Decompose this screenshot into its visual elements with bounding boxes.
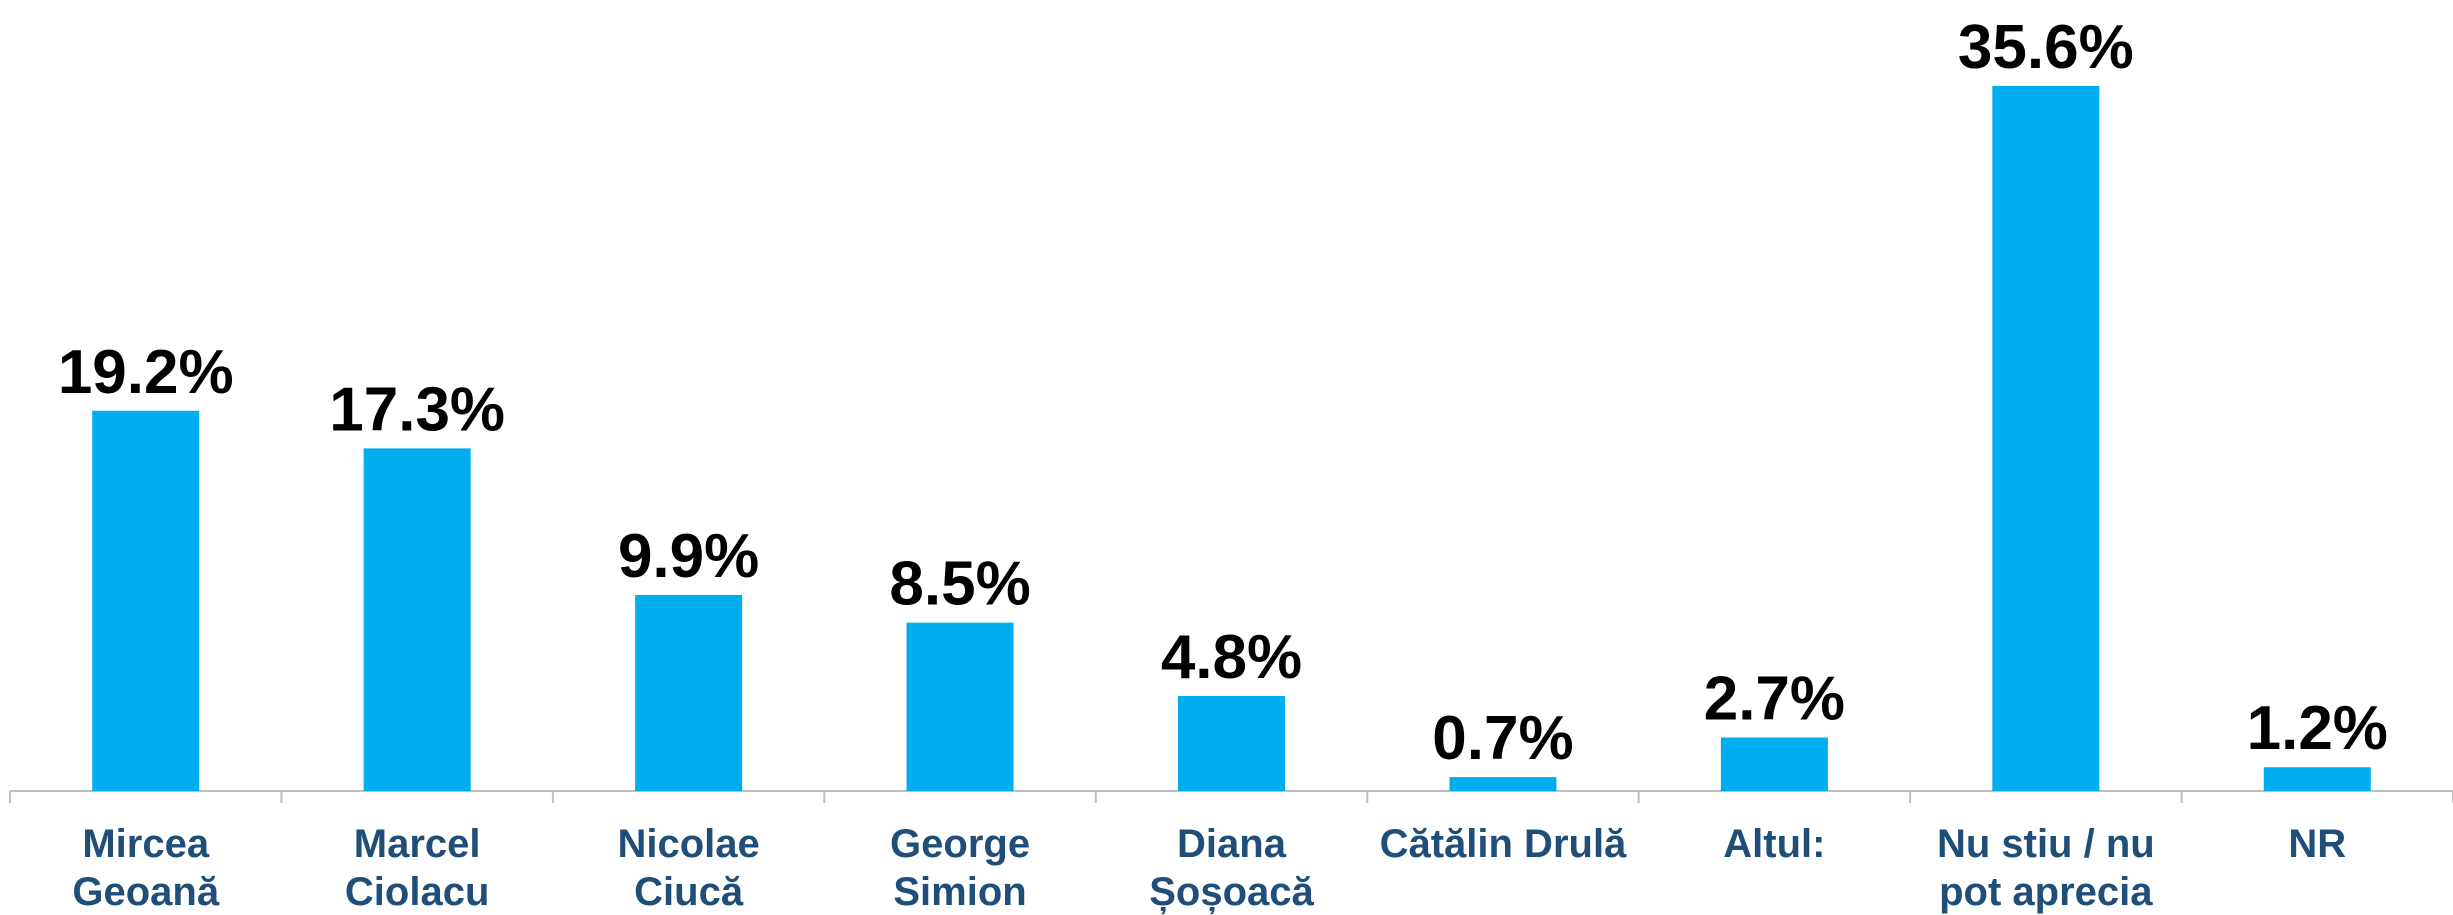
data-label: 9.9% [618,522,759,591]
x-tick-label: Șoșoacă [1149,870,1314,914]
data-label: 8.5% [889,550,1030,619]
x-tick-label: Mircea [82,822,209,866]
data-label: 35.6% [1958,13,2134,82]
bar [2263,767,2371,791]
bar [906,622,1014,791]
x-tick-label: Altul: [1723,822,1825,866]
x-tick-label: pot aprecia [1939,870,2153,914]
bar [1720,737,1828,791]
data-label: 17.3% [329,375,505,444]
data-label: 0.7% [1432,704,1573,773]
bar [92,410,200,791]
x-tick-label: Marcel [354,822,481,866]
x-tick-label: George [890,822,1030,866]
bar [1992,86,2100,791]
x-tick-label: Simion [893,870,1026,914]
x-tick-label: Ciucă [634,870,744,914]
x-tick-label: Nu stiu / nu [1937,822,2155,866]
x-tick-label: Nicolae [617,822,759,866]
data-label: 1.2% [2247,694,2388,763]
bars [92,86,2371,791]
data-label: 2.7% [1704,665,1845,734]
x-tick-label: Ciolacu [345,870,489,914]
x-tick-label: Cătălin Drulă [1380,822,1627,866]
x-tick-label: Diana [1177,822,1287,866]
bar [635,594,743,791]
data-label: 19.2% [58,338,234,407]
x-tick-label: NR [2288,822,2346,866]
bar [363,448,471,791]
x-tick-label: Geoană [72,870,219,914]
data-label: 4.8% [1161,623,1302,692]
bar [1178,695,1285,791]
value-labels: 19.2% 17.3% 9.9% 8.5% 4.8% 0.7% 2.7% 35.6% 1.2% [58,13,2388,773]
bar [1449,777,1557,791]
x-axis-ticks [9,791,2453,803]
